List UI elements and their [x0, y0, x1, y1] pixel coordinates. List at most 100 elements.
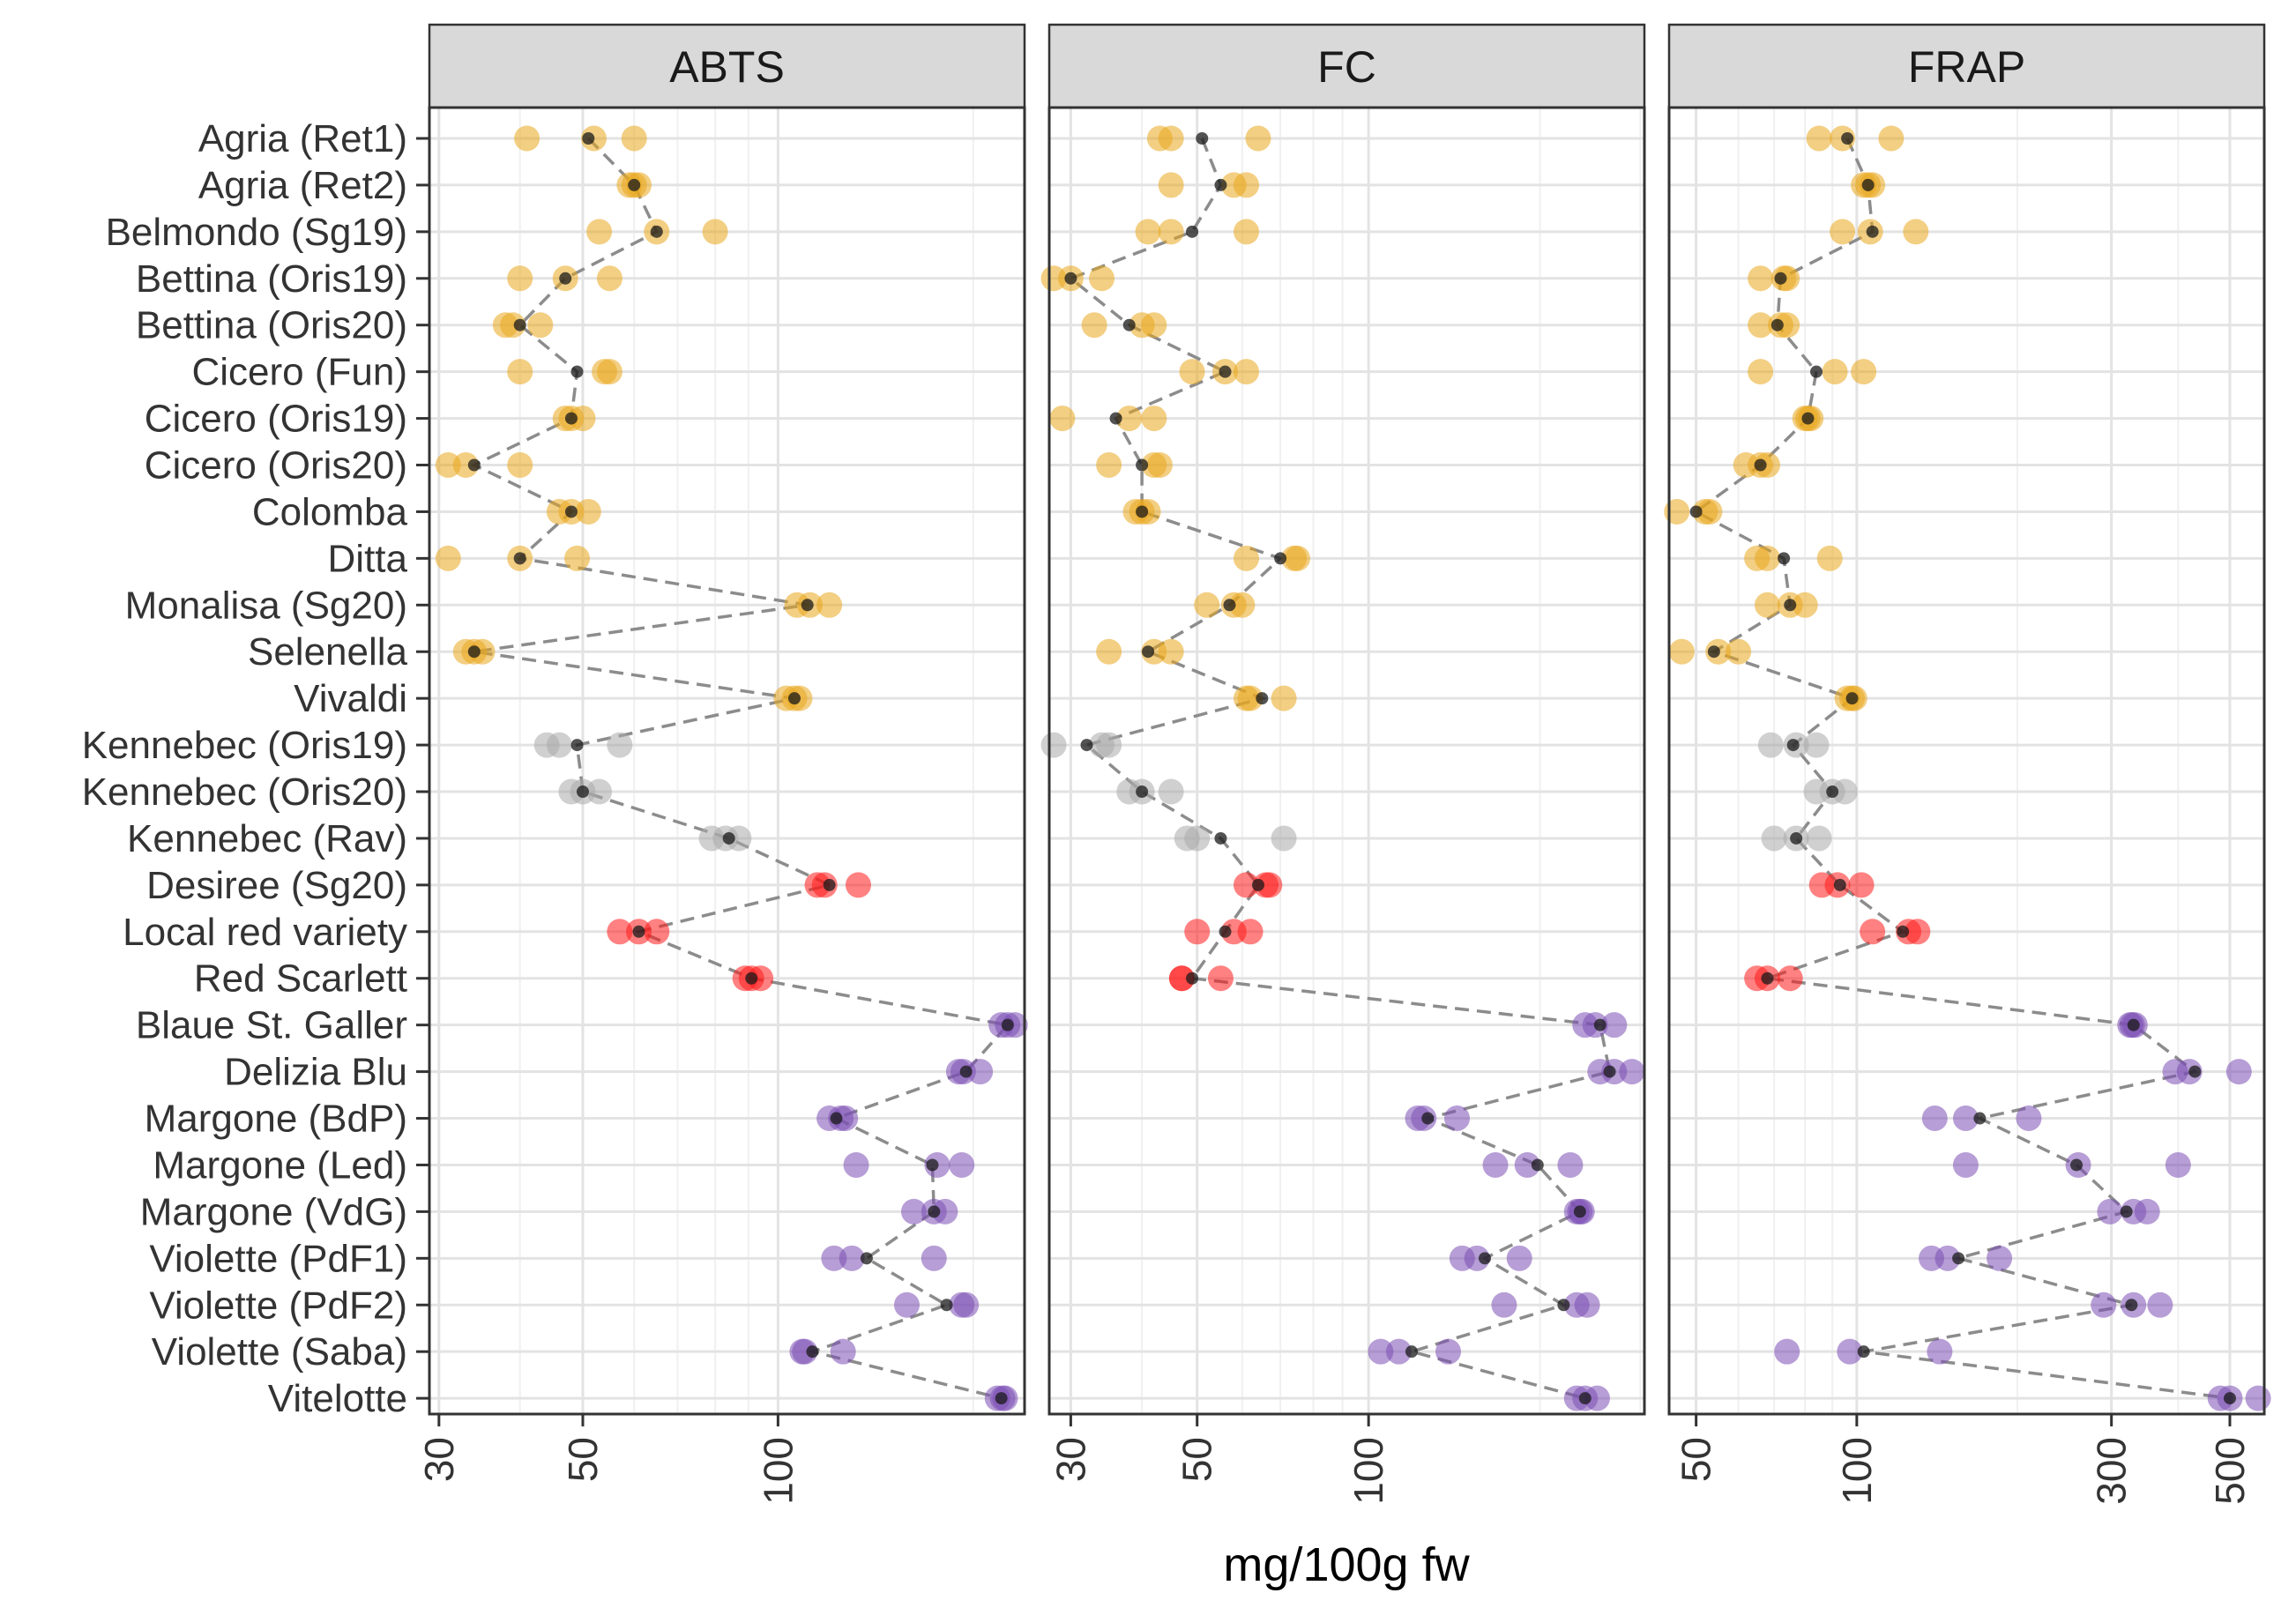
panel-background [1669, 108, 2264, 1414]
data-point [1921, 1106, 1948, 1132]
data-point [893, 1292, 920, 1318]
data-point [1792, 592, 1818, 618]
mean-point [1064, 272, 1077, 285]
data-point [1089, 265, 1115, 292]
data-point [816, 592, 843, 618]
data-point [1194, 592, 1220, 618]
data-point [900, 1198, 927, 1225]
mean-point [1219, 365, 1232, 378]
facet-title: ABTS [669, 42, 785, 92]
data-point [514, 125, 540, 152]
y-tick-label: Bettina (Oris19) [136, 257, 407, 301]
data-point [564, 545, 591, 571]
data-point [596, 265, 622, 292]
data-point [1141, 312, 1167, 339]
mean-point [860, 1252, 873, 1265]
data-point [2147, 1292, 2173, 1318]
data-point [1806, 125, 1832, 152]
mean-point [1186, 225, 1199, 238]
y-tick-label: Vitelotte [268, 1377, 407, 1420]
data-point [1927, 1338, 1953, 1365]
facet-title: FC [1317, 42, 1376, 92]
data-point [1557, 1151, 1584, 1178]
mean-point [570, 739, 584, 752]
mean-point [830, 1112, 843, 1125]
data-point [1135, 219, 1161, 245]
mean-point [632, 925, 645, 938]
data-point [1184, 825, 1211, 852]
data-point [1233, 872, 1259, 898]
data-point [1506, 1245, 1532, 1271]
data-point [1049, 406, 1076, 432]
data-point [1444, 1106, 1471, 1132]
data-point [748, 965, 774, 992]
mean-point [823, 878, 836, 891]
data-point [1754, 592, 1780, 618]
y-tick-label: Ditta [328, 537, 408, 580]
mean-point [1531, 1158, 1544, 1172]
mean-point [1122, 318, 1136, 331]
data-point [921, 1245, 947, 1271]
data-point [1774, 1338, 1800, 1365]
data-point [830, 1338, 856, 1365]
mean-point [1689, 505, 1703, 518]
y-tick-label: Desiree (Sg20) [146, 864, 407, 907]
data-point [1081, 312, 1107, 339]
data-point [1851, 359, 1877, 385]
y-tick-label: Colomba [252, 490, 408, 533]
mean-point [1770, 318, 1784, 331]
mean-point [1833, 878, 1846, 891]
data-point [1158, 172, 1184, 198]
mean-point [2188, 1065, 2202, 1078]
y-tick-label: Belmondo (Sg19) [106, 211, 407, 254]
data-point [1385, 1338, 1412, 1365]
data-point [1141, 406, 1167, 432]
data-point [1774, 312, 1800, 339]
data-point [1435, 1338, 1462, 1365]
mean-point [1866, 225, 1879, 238]
mean-point [1801, 412, 1815, 425]
mean-point [1274, 552, 1287, 565]
data-point [1822, 359, 1848, 385]
data-point [821, 1245, 847, 1271]
x-axis-title: mg/100g fw [1223, 1538, 1470, 1591]
x-tick-label: 50 [1174, 1437, 1220, 1482]
y-tick-label: Margone (VdG) [140, 1190, 407, 1233]
mean-point [1223, 599, 1236, 612]
data-point [507, 265, 533, 292]
mean-point [995, 1392, 1008, 1405]
data-point [1816, 545, 1843, 571]
facet-strip [428, 23, 1026, 109]
data-point [607, 732, 633, 758]
mean-point [940, 1299, 953, 1312]
data-point [1184, 919, 1211, 945]
data-point [953, 1292, 980, 1318]
x-tick-label: 100 [1834, 1437, 1880, 1505]
data-point [1860, 919, 1886, 945]
mean-point [1479, 1252, 1492, 1265]
data-point [435, 452, 461, 479]
mean-point [513, 552, 526, 565]
mean-point [2120, 1205, 2133, 1218]
mean-point [1810, 365, 1823, 378]
x-tick-label: 30 [1047, 1437, 1093, 1482]
data-point [1158, 638, 1184, 665]
mean-point [582, 132, 595, 145]
data-point [1168, 965, 1195, 992]
data-point [1748, 265, 1774, 292]
data-point [1761, 825, 1787, 852]
data-point [2091, 1292, 2117, 1318]
x-tick-label: 50 [1674, 1437, 1719, 1482]
mean-point [1109, 412, 1122, 425]
mean-point [1754, 458, 1767, 472]
y-tick-label: Agria (Ret1) [198, 117, 407, 160]
mean-point [1136, 785, 1149, 799]
panel-background [1049, 108, 1644, 1414]
data-point [586, 219, 613, 245]
panel-border [428, 106, 1026, 1416]
y-axis-labels: Agria (Ret1)Agria (Ret2)Belmondo (Sg19)B… [82, 117, 429, 1420]
data-point [1777, 965, 1803, 992]
data-point [1619, 1059, 1645, 1085]
data-point [2225, 1059, 2252, 1085]
mean-point [467, 645, 481, 659]
